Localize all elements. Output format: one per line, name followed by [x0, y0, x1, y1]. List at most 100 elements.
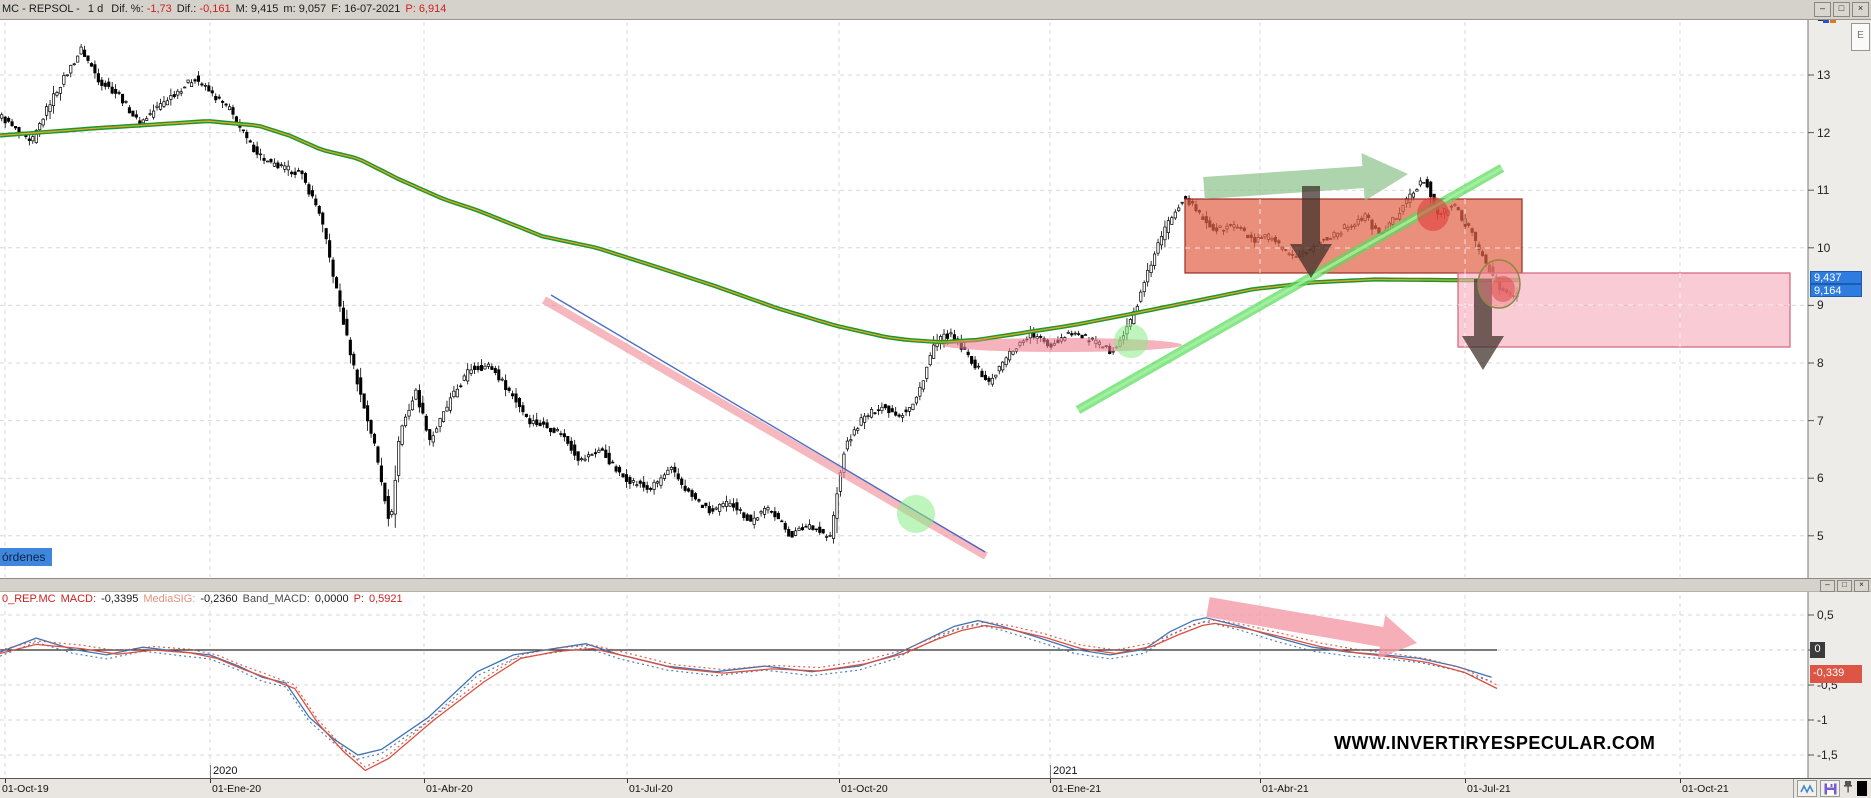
- macd-indicator-header: 0_REP.MC MACD: -0,3395 MediaSIG: -0,2360 Band…: [2, 592, 408, 607]
- macd-macd-dotted: [0, 621, 1492, 760]
- macd-panel-titlebar: – □ ×: [0, 578, 1871, 592]
- indicator-zigzag-icon[interactable]: [1797, 780, 1817, 797]
- quote-value: 9,057: [298, 3, 327, 15]
- price-scale-label: 12: [1817, 125, 1831, 140]
- macd-header-segment: 0_REP.MC: [2, 593, 56, 605]
- macd-value-marker: -0,339: [1810, 665, 1862, 683]
- down-arrow-2: [1462, 279, 1504, 370]
- quote-value: 6,914: [418, 3, 447, 15]
- price-scale-label: 6: [1817, 471, 1824, 486]
- bottom-toolbar: [1793, 779, 1871, 798]
- chart-window-titlebar: MC - REPSOL - 1 d Dif. %: -1,73 Dif.: -0,…: [0, 0, 1871, 20]
- quote-value: 9,415: [250, 3, 279, 15]
- macd-header-segment: MACD:: [60, 593, 97, 605]
- quote-value: 16-07-2021: [344, 3, 401, 15]
- date-label: 01-Ene-21: [1052, 783, 1102, 795]
- quote-value: -0,161: [199, 3, 231, 15]
- minimize-button[interactable]: –: [1820, 580, 1835, 592]
- macd-header-segment: MediaSIG:: [143, 593, 196, 605]
- price-scale-label: 8: [1817, 356, 1824, 370]
- date-label: 01-Oct-19: [2, 783, 49, 795]
- close-button[interactable]: ×: [1852, 2, 1869, 17]
- green-highlight-2: [1114, 324, 1148, 358]
- macd-header-segment: 0,5921: [368, 593, 403, 605]
- macd-window-controls: – □ ×: [1820, 580, 1869, 592]
- year-label: 2021: [1053, 765, 1078, 777]
- date-label: 01-Jul-21: [1467, 783, 1511, 795]
- year-tick: [210, 765, 211, 778]
- year-label: 2020: [213, 765, 238, 777]
- window-controls: – □ ×: [1814, 2, 1869, 17]
- price-scale-label: 11: [1817, 183, 1830, 198]
- save-icon[interactable]: [1820, 780, 1840, 797]
- macd-header-segment: 0,0000: [314, 593, 349, 605]
- year-tick: [1050, 765, 1051, 778]
- date-tick: [424, 779, 425, 783]
- date-label: 01-Jul-20: [629, 783, 673, 795]
- down-arrow-1: [1290, 186, 1332, 278]
- quote-label: P:: [405, 3, 419, 15]
- macd-header-segment: P:: [353, 593, 364, 605]
- macd-mediasig-line: [0, 622, 1498, 772]
- quote-label: F:: [331, 3, 345, 15]
- maximize-button[interactable]: □: [1837, 580, 1852, 592]
- macd-mediasig-dotted: [0, 619, 1498, 768]
- macd-scale-label: -1: [1817, 713, 1828, 727]
- macd-down-arrow: [1206, 597, 1417, 659]
- close-button[interactable]: ×: [1854, 580, 1869, 592]
- scale-properties-icon[interactable]: E: [1851, 23, 1870, 51]
- pin-icon[interactable]: [1843, 780, 1854, 798]
- quote-info-segments: Dif. %: -1,73 Dif.: -0,161 M: 9,415 m: 9,05…: [111, 3, 451, 15]
- resistance-box: [1184, 198, 1523, 274]
- green-highlight-1: [897, 495, 935, 533]
- macd-macd-line: [0, 617, 1492, 756]
- macd-header-segment: -0,2360: [200, 593, 238, 605]
- watermark: WWW.INVERTIRYESPECULAR.COM: [1334, 733, 1656, 753]
- macd-lines: [0, 617, 1498, 772]
- minimize-button[interactable]: –: [1814, 2, 1831, 17]
- timeframe-label: 1 d: [87, 3, 104, 15]
- maximize-button[interactable]: □: [1833, 2, 1850, 17]
- date-tick: [1050, 779, 1051, 783]
- quote-label: Dif.:: [176, 3, 200, 15]
- last-price-marker: 9,437: [1810, 271, 1862, 284]
- date-label: 01-Abr-21: [1262, 783, 1309, 795]
- black-square: [1857, 781, 1867, 796]
- price-scale-label: 13: [1817, 68, 1831, 82]
- orders-tab[interactable]: órdenes: [0, 548, 53, 566]
- analyst-annotations: [541, 153, 1791, 659]
- macd-scale-label: 0,5: [1817, 608, 1834, 622]
- quote-label: m:: [283, 3, 299, 15]
- red-highlight-1: [1417, 197, 1449, 231]
- last-price-marker: 9,164: [1810, 284, 1862, 297]
- quote-label: Dif. %:: [111, 3, 147, 15]
- date-tick: [1680, 779, 1681, 783]
- price-scale-label: 9: [1817, 298, 1824, 313]
- macd-header-segment: -0,3395: [101, 593, 139, 605]
- macd-zero-marker: 0: [1810, 642, 1825, 658]
- symbol-label: MC - REPSOL -: [2, 3, 80, 15]
- time-axis[interactable]: 01-Oct-19 01-Ene-20 01-Abr-20 01-Jul-20 01-O…: [0, 778, 1871, 798]
- red-highlight-2-core: [1491, 276, 1515, 302]
- quote-value: -1,73: [146, 3, 172, 15]
- date-tick: [1465, 779, 1466, 783]
- scale-marker-blue-icon: [1823, 19, 1829, 23]
- date-tick: [627, 779, 628, 783]
- date-tick: [5, 779, 6, 783]
- price-scale-label: 7: [1817, 413, 1824, 428]
- date-label: 01-Oct-21: [1682, 783, 1729, 795]
- price-scale-label: 5: [1817, 528, 1824, 543]
- macd-scale-label: -1,5: [1817, 748, 1838, 762]
- date-label: 01-Oct-20: [841, 783, 888, 795]
- macd-header-segment: Band_MACD:: [242, 593, 310, 605]
- scale-marker-orange-icon: [1830, 19, 1836, 23]
- date-tick: [210, 779, 211, 783]
- date-tick: [1260, 779, 1261, 783]
- date-tick: [839, 779, 840, 783]
- date-label: 01-Ene-20: [212, 783, 262, 795]
- price-scale-label: 10: [1817, 240, 1831, 255]
- sideways-green-arrow: [1203, 153, 1408, 201]
- moving-average-line: [0, 119, 1519, 345]
